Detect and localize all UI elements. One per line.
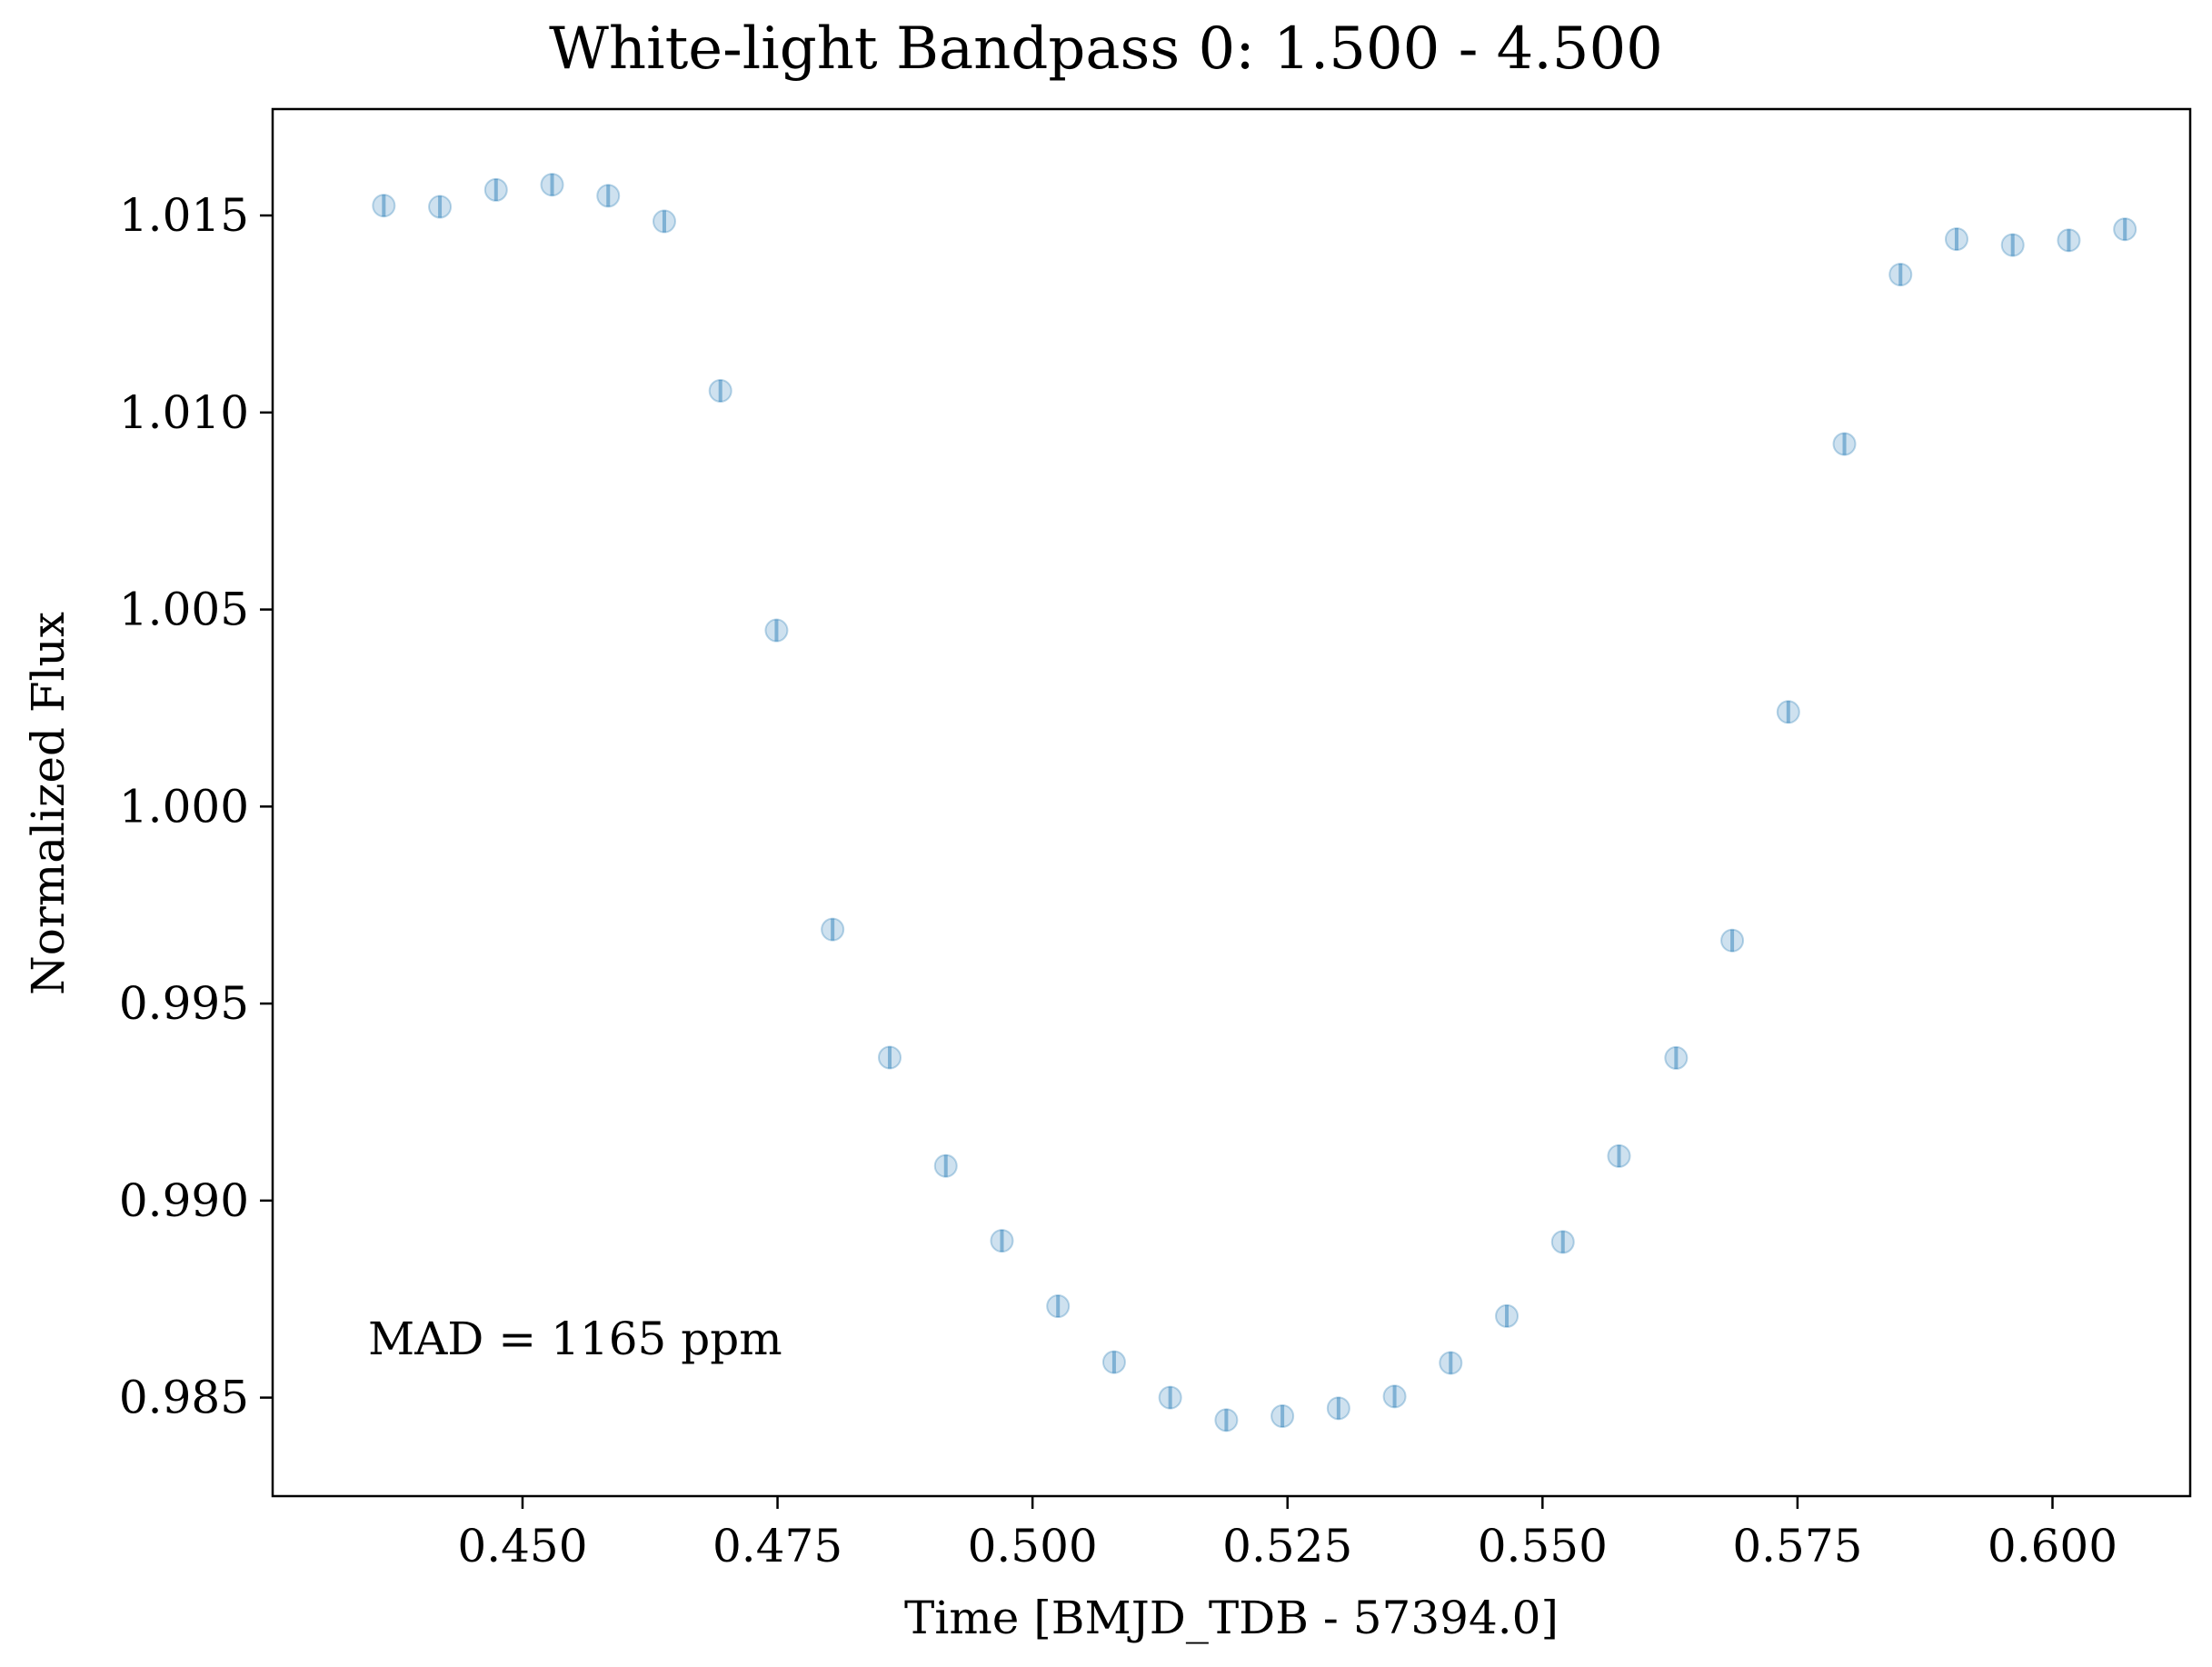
data-point	[428, 195, 453, 219]
data-point	[764, 618, 789, 643]
mad-annotation: MAD = 1165 ppm	[368, 1313, 782, 1365]
y-tick-label: 0.990	[119, 1174, 249, 1227]
data-point	[1720, 928, 1745, 953]
data-point	[2113, 217, 2137, 242]
data-point	[372, 194, 396, 218]
data-point	[1944, 227, 1968, 252]
y-axis-label: Normalized Flux	[22, 612, 75, 995]
data-point	[596, 184, 621, 208]
data-point	[1439, 1351, 1463, 1375]
data-point	[540, 173, 564, 197]
y-tick-label: 0.985	[119, 1372, 249, 1424]
x-tick-label: 0.550	[1478, 1520, 1608, 1572]
data-point	[1832, 432, 1857, 456]
y-axis: 0.985 0.990 0.995 1.000 1.005 1.010 1.015	[119, 189, 273, 1424]
data-point	[1101, 1350, 1126, 1374]
data-point	[1158, 1385, 1182, 1410]
data-points	[372, 173, 2137, 1432]
data-point	[1270, 1403, 1295, 1428]
data-point	[1776, 700, 1800, 724]
data-point	[1214, 1408, 1239, 1432]
x-tick-label: 0.525	[1222, 1520, 1352, 1572]
x-tick-label: 0.500	[968, 1520, 1098, 1572]
y-tick-label: 0.995	[119, 977, 249, 1030]
x-tick-label: 0.475	[712, 1520, 842, 1572]
data-point	[990, 1229, 1014, 1253]
data-point	[708, 378, 732, 403]
x-axis: 0.450 0.475 0.500 0.525 0.550 0.575 0.600	[457, 1496, 2117, 1572]
data-point	[1664, 1045, 1689, 1070]
data-point	[2057, 228, 2081, 253]
data-point	[483, 177, 508, 202]
y-tick-label: 1.015	[119, 189, 249, 242]
data-point	[652, 209, 676, 234]
x-axis-label: Time [BMJD_TDB - 57394.0]	[904, 1592, 1559, 1644]
data-point	[1326, 1396, 1350, 1421]
data-point	[1382, 1384, 1407, 1409]
x-tick-label: 0.575	[1732, 1520, 1862, 1572]
data-point	[2000, 233, 2025, 257]
x-tick-label: 0.450	[457, 1520, 587, 1572]
y-tick-label: 1.005	[119, 584, 249, 636]
chart-title: White-light Bandpass 0: 1.500 - 4.500	[549, 15, 1663, 83]
plot-frame	[271, 107, 2192, 1498]
data-point	[821, 917, 845, 942]
data-point	[1046, 1294, 1071, 1319]
x-tick-label: 0.600	[1988, 1520, 2117, 1572]
y-tick-label: 1.000	[119, 780, 249, 833]
data-point	[878, 1045, 902, 1070]
data-point	[1607, 1143, 1631, 1168]
data-point	[1888, 263, 1913, 287]
data-point	[1550, 1230, 1575, 1254]
data-point	[933, 1153, 958, 1178]
data-point	[1495, 1303, 1520, 1328]
y-tick-label: 1.010	[119, 386, 249, 439]
